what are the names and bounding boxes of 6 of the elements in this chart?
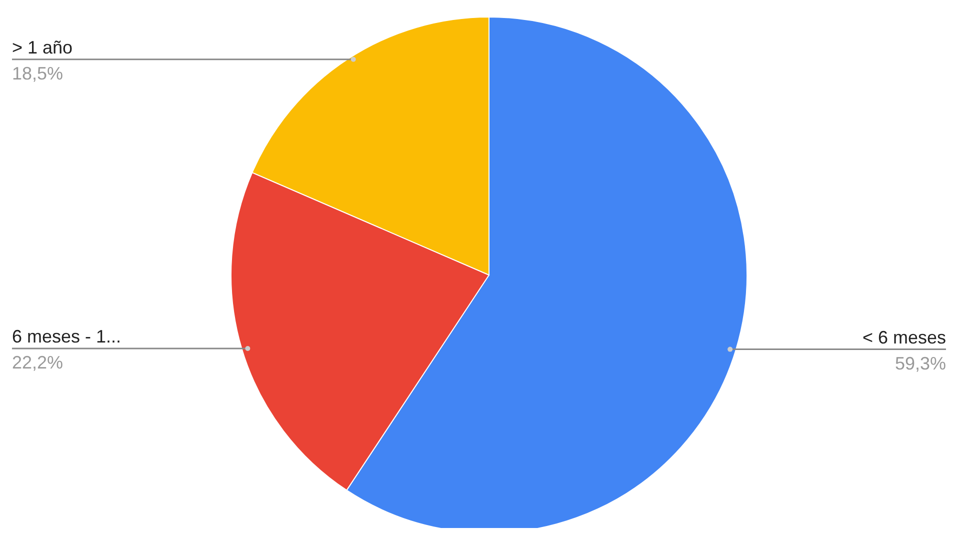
slice-label: < 6 meses (862, 327, 946, 348)
data-label: 18,5% (12, 63, 64, 84)
slice-label: 6 meses - 1... (12, 326, 122, 347)
slice-label: > 1 año (12, 37, 73, 58)
data-label: 59,3% (894, 353, 946, 374)
data-label: 22,2% (12, 352, 64, 373)
